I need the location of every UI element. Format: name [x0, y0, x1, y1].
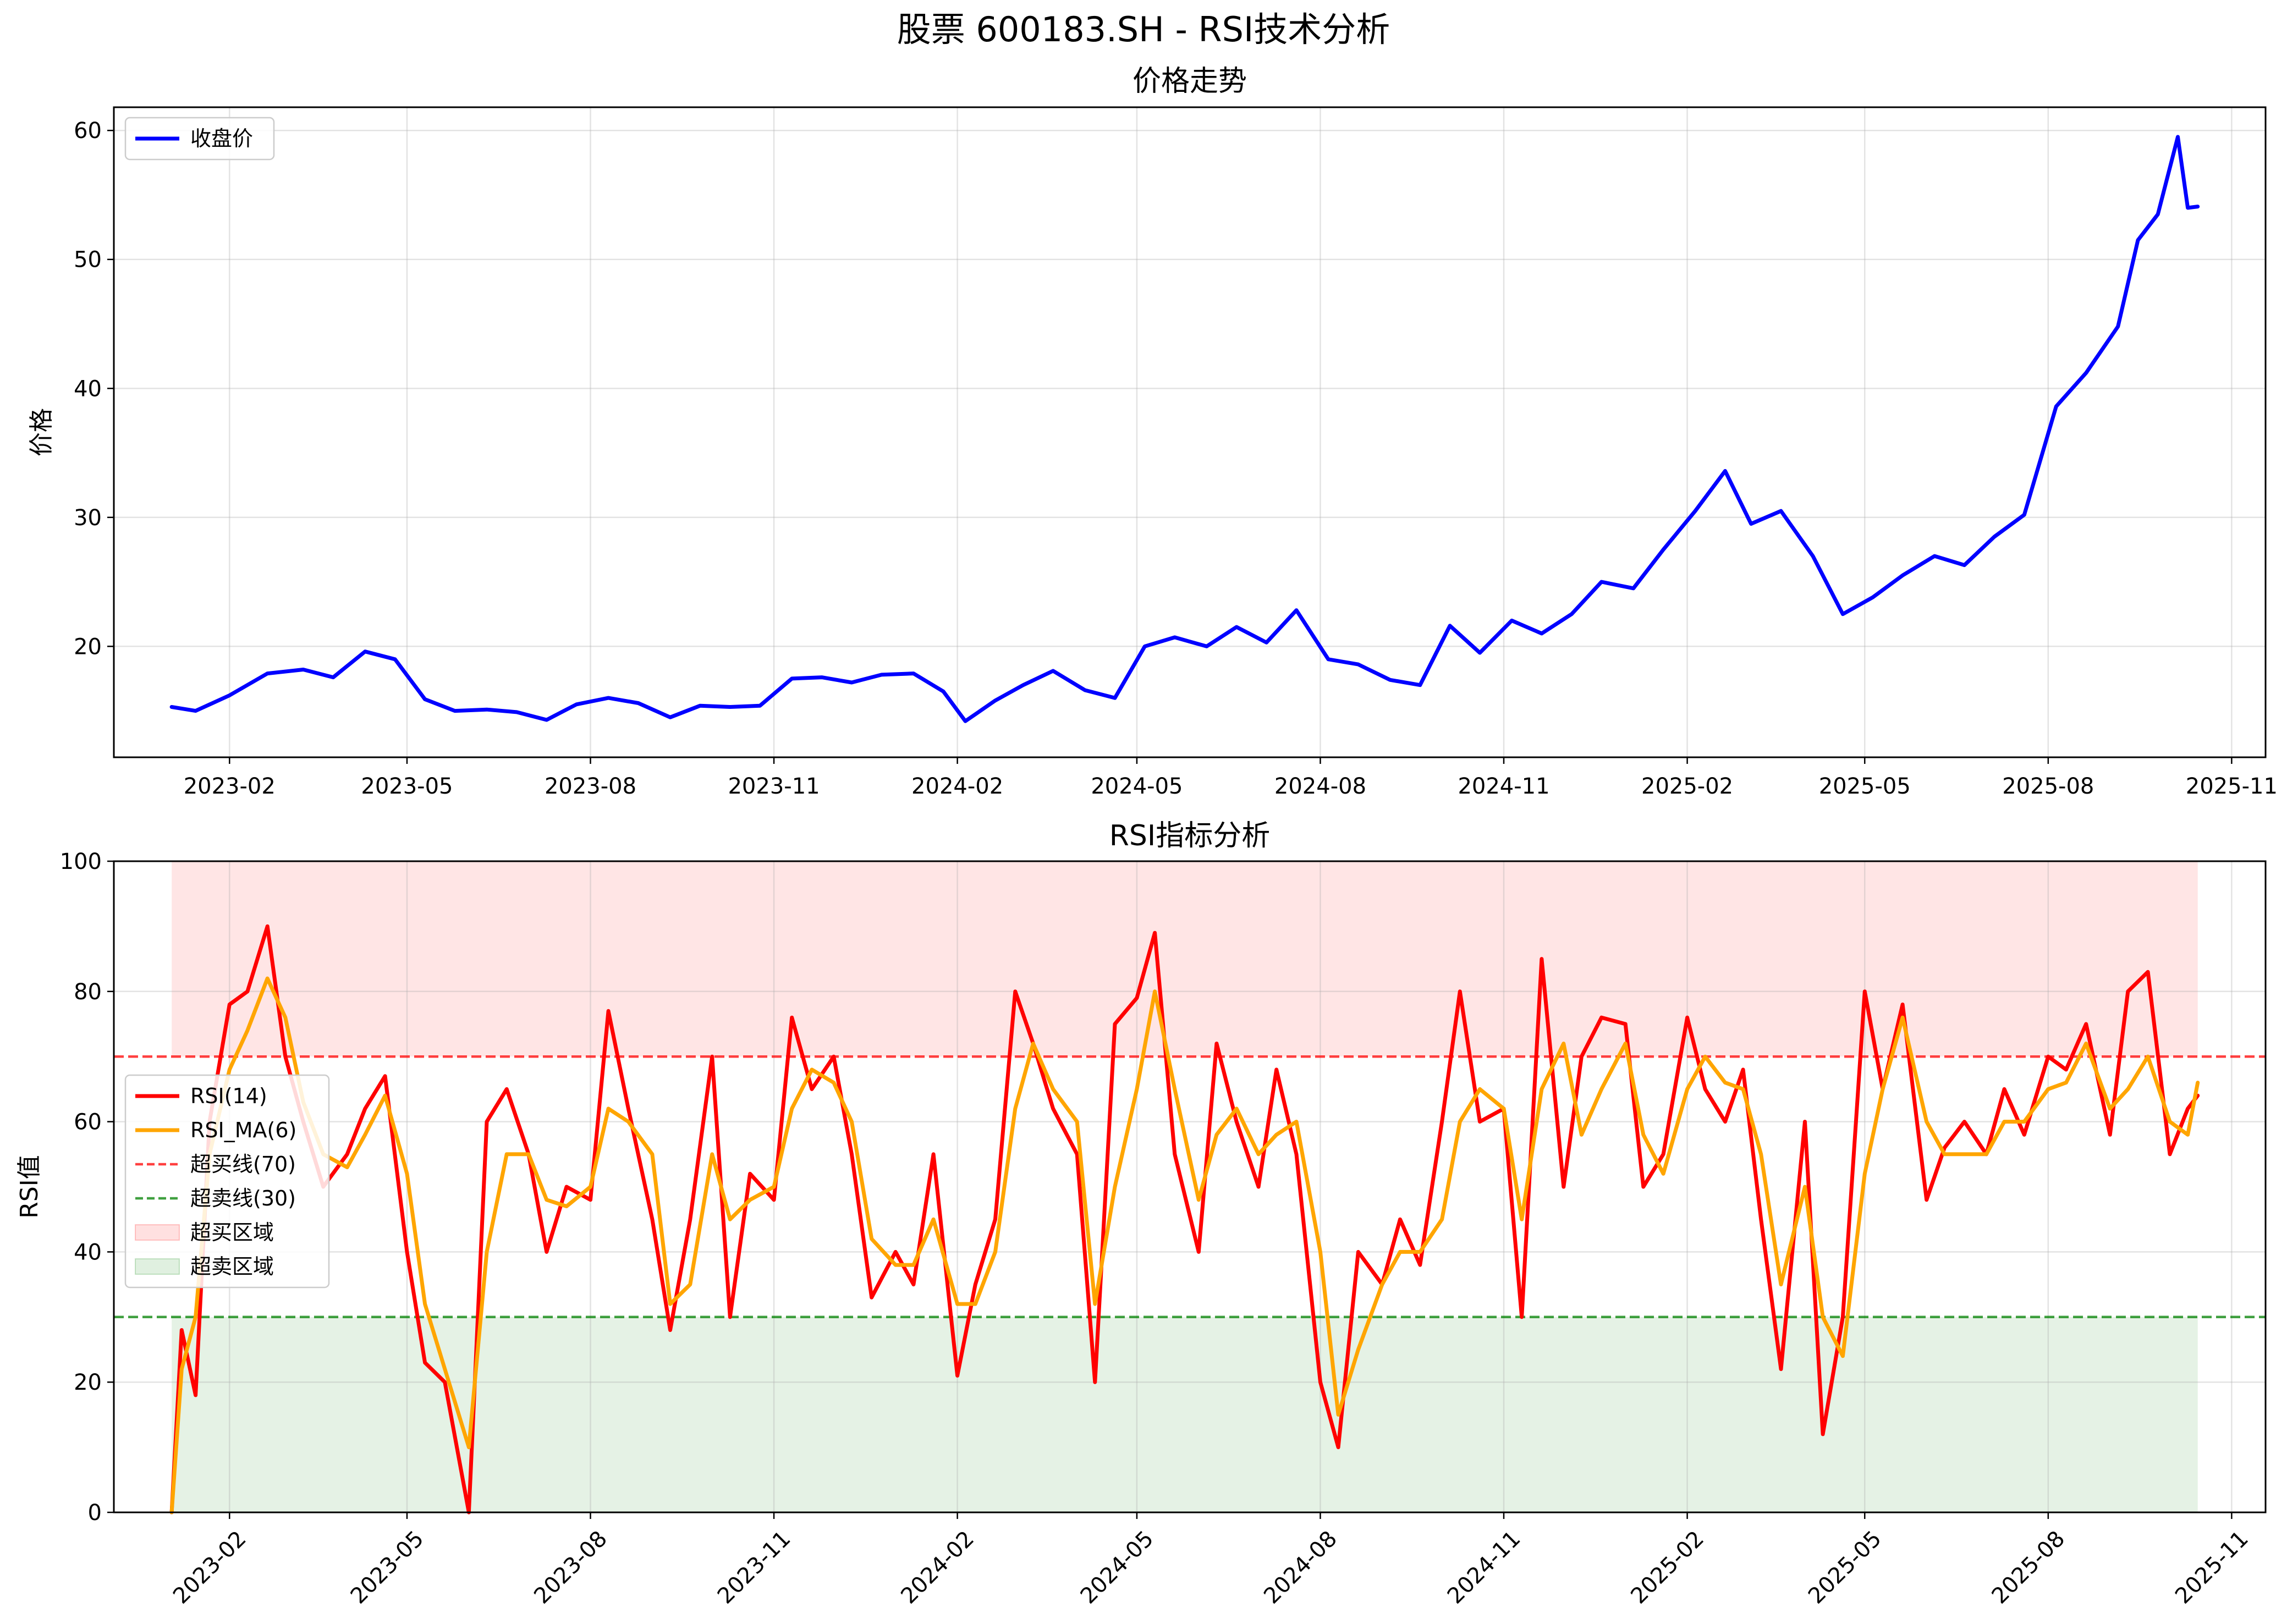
x-tick-label: 2025-05 [1819, 774, 1911, 799]
price-chart-title: 价格走势 [1132, 65, 1247, 98]
series-line-0 [169, 135, 2200, 723]
x-tick-label: 2023-02 [184, 774, 276, 799]
rsi-plot-frame [113, 860, 2267, 1513]
x-tick-label: 2023-08 [545, 774, 636, 799]
x-tick-label: 2025-11 [2186, 774, 2278, 799]
x-tick-label: 2023-05 [361, 774, 453, 799]
y-tick-label: 40 [74, 1240, 102, 1265]
x-tick-label: 2024-05 [1091, 774, 1183, 799]
x-tick-label: 2023-11 [728, 774, 820, 799]
x-tick-label: 2024-11 [1458, 774, 1549, 799]
y-tick-label: 0 [88, 1500, 102, 1526]
legend-swatch [135, 1258, 180, 1275]
y-tick-label: 20 [74, 1370, 102, 1395]
rsi-y-axis-label: RSI值 [15, 1155, 43, 1218]
x-tick-label: 2025-08 [2002, 774, 2094, 799]
series-line-1 [169, 976, 2200, 1515]
price-plot-frame [113, 106, 2267, 758]
rsi-reference-lines [114, 1055, 2266, 1319]
y-tick-label: 60 [74, 118, 102, 144]
series-line-0 [169, 924, 2200, 1515]
price-y-axis: 20 30 40 50 60 [74, 118, 114, 659]
y-tick-label: 20 [74, 634, 102, 659]
y-tick-label: 80 [74, 979, 102, 1005]
price-axes: 价格走势 2023-02 2023-05 2023-08 2023-11 2024-02… [28, 65, 2278, 799]
price-x-axis: 2023-02 2023-05 2023-08 2023-11 2024-02 2024-… [184, 757, 2278, 799]
legend-label: 超买区域 [190, 1220, 274, 1245]
legend-label: 超买线(70) [190, 1152, 296, 1176]
price-legend: 收盘价 [124, 117, 275, 161]
figure-suptitle: 股票 600183.SH - RSI技术分析 [897, 9, 1390, 49]
y-tick-label: 40 [74, 376, 102, 401]
rsi-axes: RSI指标分析 2023-02 2023-05 2023-08 2023-11 2024… [15, 819, 2267, 1609]
legend-label: RSI(14) [190, 1084, 267, 1108]
legend-swatch [135, 1224, 180, 1241]
y-tick-label: 60 [74, 1110, 102, 1135]
rsi-chart-title: RSI指标分析 [1109, 819, 1270, 852]
rsi-zones-layer [172, 861, 2198, 1512]
price-series-layer [169, 135, 2200, 723]
price-plot-area [114, 107, 2266, 757]
x-tick-label: 2024-08 [1274, 774, 1366, 799]
y-tick-label: 30 [74, 505, 102, 531]
price-y-axis-label: 价格 [28, 408, 56, 456]
legend-label: 超卖线(30) [190, 1186, 296, 1210]
zone-1 [172, 1317, 2198, 1512]
legend-frame [124, 117, 275, 161]
legend-label: 收盘价 [190, 126, 253, 151]
legend-label: RSI_MA(6) [190, 1118, 296, 1142]
x-tick-label: 2024-02 [911, 774, 1003, 799]
legend-label: 超卖区域 [190, 1254, 274, 1279]
y-tick-label: 100 [60, 849, 102, 874]
zone-0 [172, 861, 2198, 1057]
rsi-series-layer [169, 924, 2200, 1515]
y-tick-label: 50 [74, 247, 102, 273]
rsi-y-axis: 0 20 40 60 80 100 [60, 849, 114, 1526]
x-tick-label: 2025-02 [1641, 774, 1733, 799]
